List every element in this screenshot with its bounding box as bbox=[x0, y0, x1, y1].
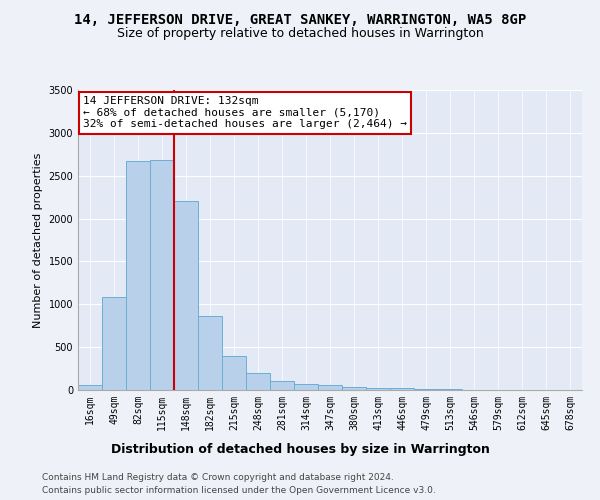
Bar bbox=[294, 384, 318, 390]
Bar bbox=[198, 316, 222, 390]
Text: Size of property relative to detached houses in Warrington: Size of property relative to detached ho… bbox=[116, 28, 484, 40]
Text: 14 JEFFERSON DRIVE: 132sqm
← 68% of detached houses are smaller (5,170)
32% of s: 14 JEFFERSON DRIVE: 132sqm ← 68% of deta… bbox=[83, 96, 407, 129]
Bar bbox=[174, 202, 198, 390]
Bar bbox=[342, 387, 366, 390]
Y-axis label: Number of detached properties: Number of detached properties bbox=[33, 152, 43, 328]
Text: Contains public sector information licensed under the Open Government Licence v3: Contains public sector information licen… bbox=[42, 486, 436, 495]
Bar bbox=[366, 388, 390, 390]
Bar bbox=[390, 388, 414, 390]
Text: Distribution of detached houses by size in Warrington: Distribution of detached houses by size … bbox=[110, 442, 490, 456]
Bar bbox=[270, 382, 294, 390]
Bar bbox=[414, 389, 438, 390]
Text: Contains HM Land Registry data © Crown copyright and database right 2024.: Contains HM Land Registry data © Crown c… bbox=[42, 472, 394, 482]
Bar bbox=[126, 161, 150, 390]
Bar bbox=[246, 373, 270, 390]
Bar bbox=[318, 386, 342, 390]
Bar bbox=[150, 160, 174, 390]
Bar bbox=[222, 356, 246, 390]
Text: 14, JEFFERSON DRIVE, GREAT SANKEY, WARRINGTON, WA5 8GP: 14, JEFFERSON DRIVE, GREAT SANKEY, WARRI… bbox=[74, 12, 526, 26]
Bar bbox=[102, 296, 126, 390]
Bar bbox=[78, 386, 102, 390]
